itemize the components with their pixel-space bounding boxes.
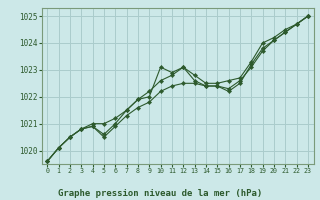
- Text: Graphe pression niveau de la mer (hPa): Graphe pression niveau de la mer (hPa): [58, 189, 262, 198]
